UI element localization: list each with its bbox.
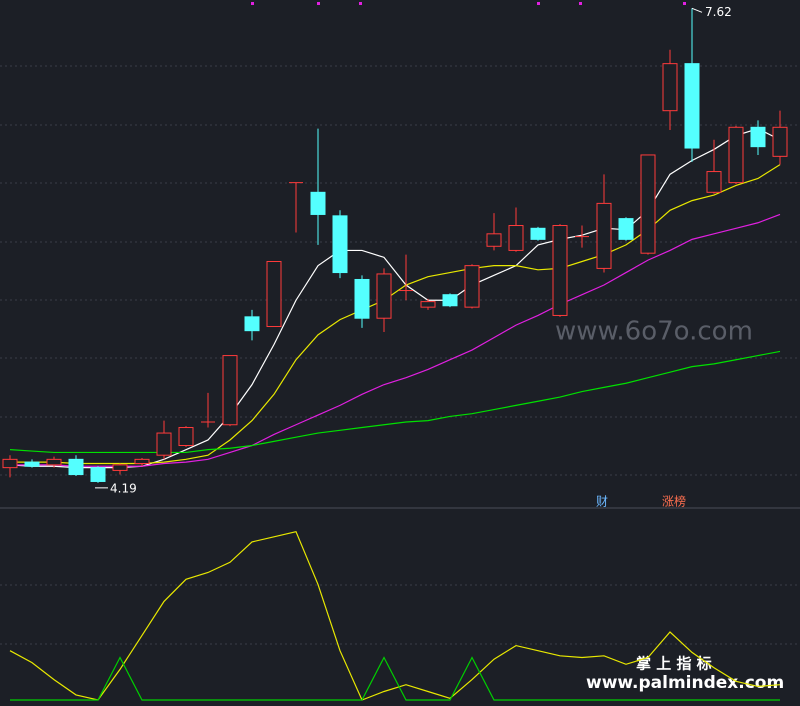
candle-body bbox=[596, 202, 612, 269]
candle-body bbox=[134, 458, 150, 464]
candle-body bbox=[530, 227, 546, 240]
watermark: 掌 上 指 标 bbox=[636, 655, 712, 673]
candle-body bbox=[112, 464, 128, 471]
tag: 涨榜 bbox=[662, 494, 686, 509]
indicator-line bbox=[10, 656, 780, 701]
candle-body bbox=[508, 225, 524, 251]
indicator-line bbox=[9, 531, 781, 701]
low-label: 4.19 bbox=[110, 481, 137, 495]
candle-body bbox=[486, 233, 502, 247]
watermark: www.palmindex.com bbox=[586, 673, 784, 693]
high-label: 7.62 bbox=[705, 5, 732, 19]
candle-body bbox=[222, 355, 238, 426]
candle-body bbox=[266, 260, 282, 328]
candle-body bbox=[442, 294, 458, 307]
top-dots bbox=[251, 2, 686, 5]
candle-body bbox=[354, 278, 370, 319]
candle-body bbox=[376, 273, 392, 319]
candle-body bbox=[24, 461, 40, 467]
candle-body bbox=[772, 126, 788, 157]
candle-body bbox=[618, 218, 634, 240]
candle-body bbox=[640, 154, 656, 254]
candle-body bbox=[706, 171, 722, 193]
candle-body bbox=[310, 191, 326, 215]
indicator-line bbox=[10, 213, 781, 467]
candle-body bbox=[684, 63, 700, 149]
candle-body bbox=[68, 458, 84, 476]
candle-body bbox=[46, 458, 62, 466]
candle-body bbox=[156, 432, 172, 456]
candle-body bbox=[178, 427, 194, 447]
tag: 财 bbox=[596, 495, 608, 509]
candle-body bbox=[420, 301, 436, 308]
candle-body bbox=[464, 265, 480, 308]
candle-body bbox=[244, 316, 260, 332]
candle-body bbox=[332, 215, 348, 274]
candle-body bbox=[552, 225, 568, 316]
candle-body bbox=[662, 63, 678, 112]
label-arrow bbox=[691, 7, 703, 13]
candle-body bbox=[728, 126, 744, 184]
indicator-line bbox=[9, 350, 781, 454]
watermark: www.6o7o.com bbox=[555, 317, 753, 347]
candle-body bbox=[90, 467, 106, 482]
grid bbox=[0, 65, 800, 645]
candle-body bbox=[2, 458, 18, 469]
candle-body bbox=[750, 126, 766, 148]
